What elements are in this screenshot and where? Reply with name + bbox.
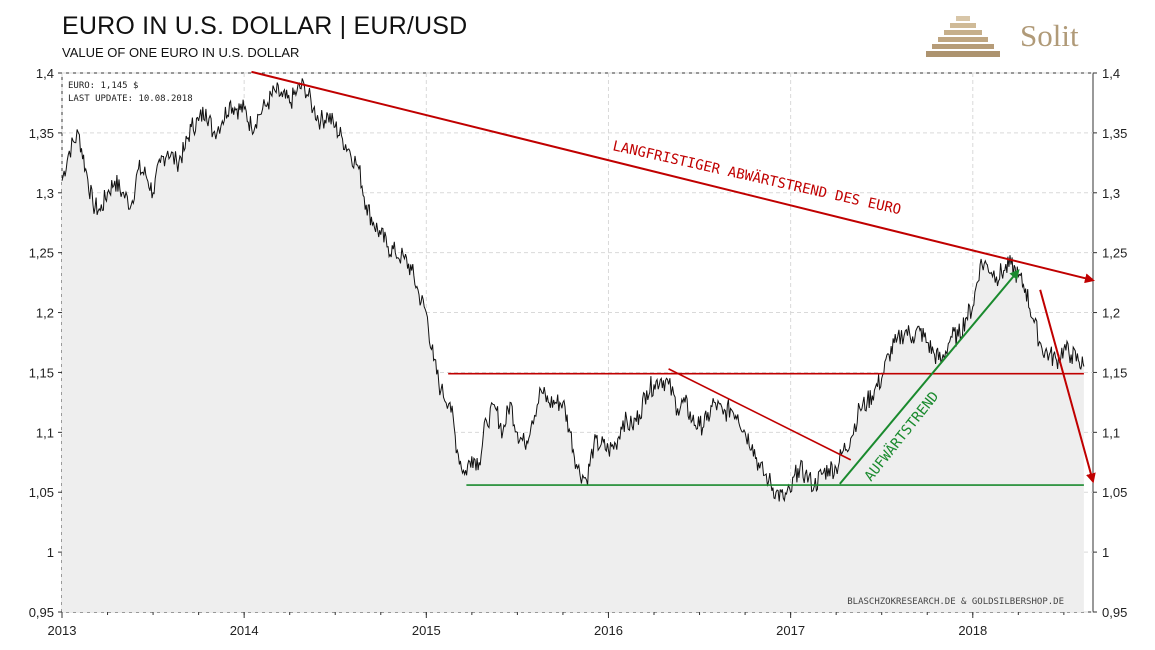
area-layer	[62, 78, 1084, 612]
y-tick-label-right: 1,3	[1102, 186, 1120, 201]
y-tick-label-left: 1,05	[29, 485, 54, 500]
y-tick-label-right: 1,15	[1102, 365, 1127, 380]
y-tick-label-right: 1,05	[1102, 485, 1127, 500]
trend-layer	[251, 70, 1096, 486]
x-tick-label: 2014	[230, 623, 259, 638]
series-layer	[61, 78, 1085, 503]
y-tick-label-right: 0,95	[1102, 605, 1127, 620]
y-tick-label-left: 1,3	[36, 186, 54, 201]
y-tick-label-right: 1,1	[1102, 425, 1120, 440]
red-trend-line-3	[1039, 289, 1096, 484]
green-trend-line-5	[839, 269, 1020, 485]
info-euro-value: EURO: 1,145 $	[68, 81, 138, 91]
x-tick-label: 2015	[412, 623, 441, 638]
y-tick-label-right: 1	[1102, 545, 1109, 560]
y-tick-label-right: 1,2	[1102, 306, 1120, 321]
y-tick-label-left: 0,95	[29, 605, 54, 620]
y-tick-label-right: 1,4	[1102, 66, 1120, 81]
y-tick-label-left: 1,4	[36, 66, 54, 81]
info-last-update: LAST UPDATE: 10.08.2018	[68, 94, 193, 104]
series-line	[61, 78, 1085, 503]
y-tick-label-left: 1	[47, 545, 54, 560]
chart-subtitle: VALUE OF ONE EURO IN U.S. DOLLAR	[62, 45, 300, 60]
y-tick-label-left: 1,35	[29, 126, 54, 141]
series-area	[62, 78, 1084, 612]
logo-text: Solit	[1020, 18, 1079, 53]
axis-layer: 1,4 1,4 1,35 1,35 1,3 1,3 1,25 1,25 1,2 1,2 1,15 1,…	[29, 66, 1128, 638]
y-tick-label-left: 1,15	[29, 365, 54, 380]
x-tick-label: 2017	[776, 623, 805, 638]
x-tick-label: 2016	[594, 623, 623, 638]
y-tick-label-right: 1,25	[1102, 246, 1127, 261]
red-trend-line-2	[668, 368, 852, 461]
pyramid-logo-icon	[926, 16, 1000, 57]
y-tick-label-left: 1,2	[36, 306, 54, 321]
y-tick-label-right: 1,35	[1102, 126, 1127, 141]
chart-title: EURO IN U.S. DOLLAR | EUR/USD	[62, 12, 468, 40]
x-tick-label: 2013	[48, 623, 77, 638]
source-credit: BLASCHZOKRESEARCH.DE & GOLDSILBERSHOP.DE	[847, 597, 1064, 607]
y-tick-label-left: 1,25	[29, 246, 54, 261]
red-trend-line-0	[251, 70, 1095, 284]
x-tick-label: 2018	[958, 623, 987, 638]
y-tick-label-left: 1,1	[36, 425, 54, 440]
